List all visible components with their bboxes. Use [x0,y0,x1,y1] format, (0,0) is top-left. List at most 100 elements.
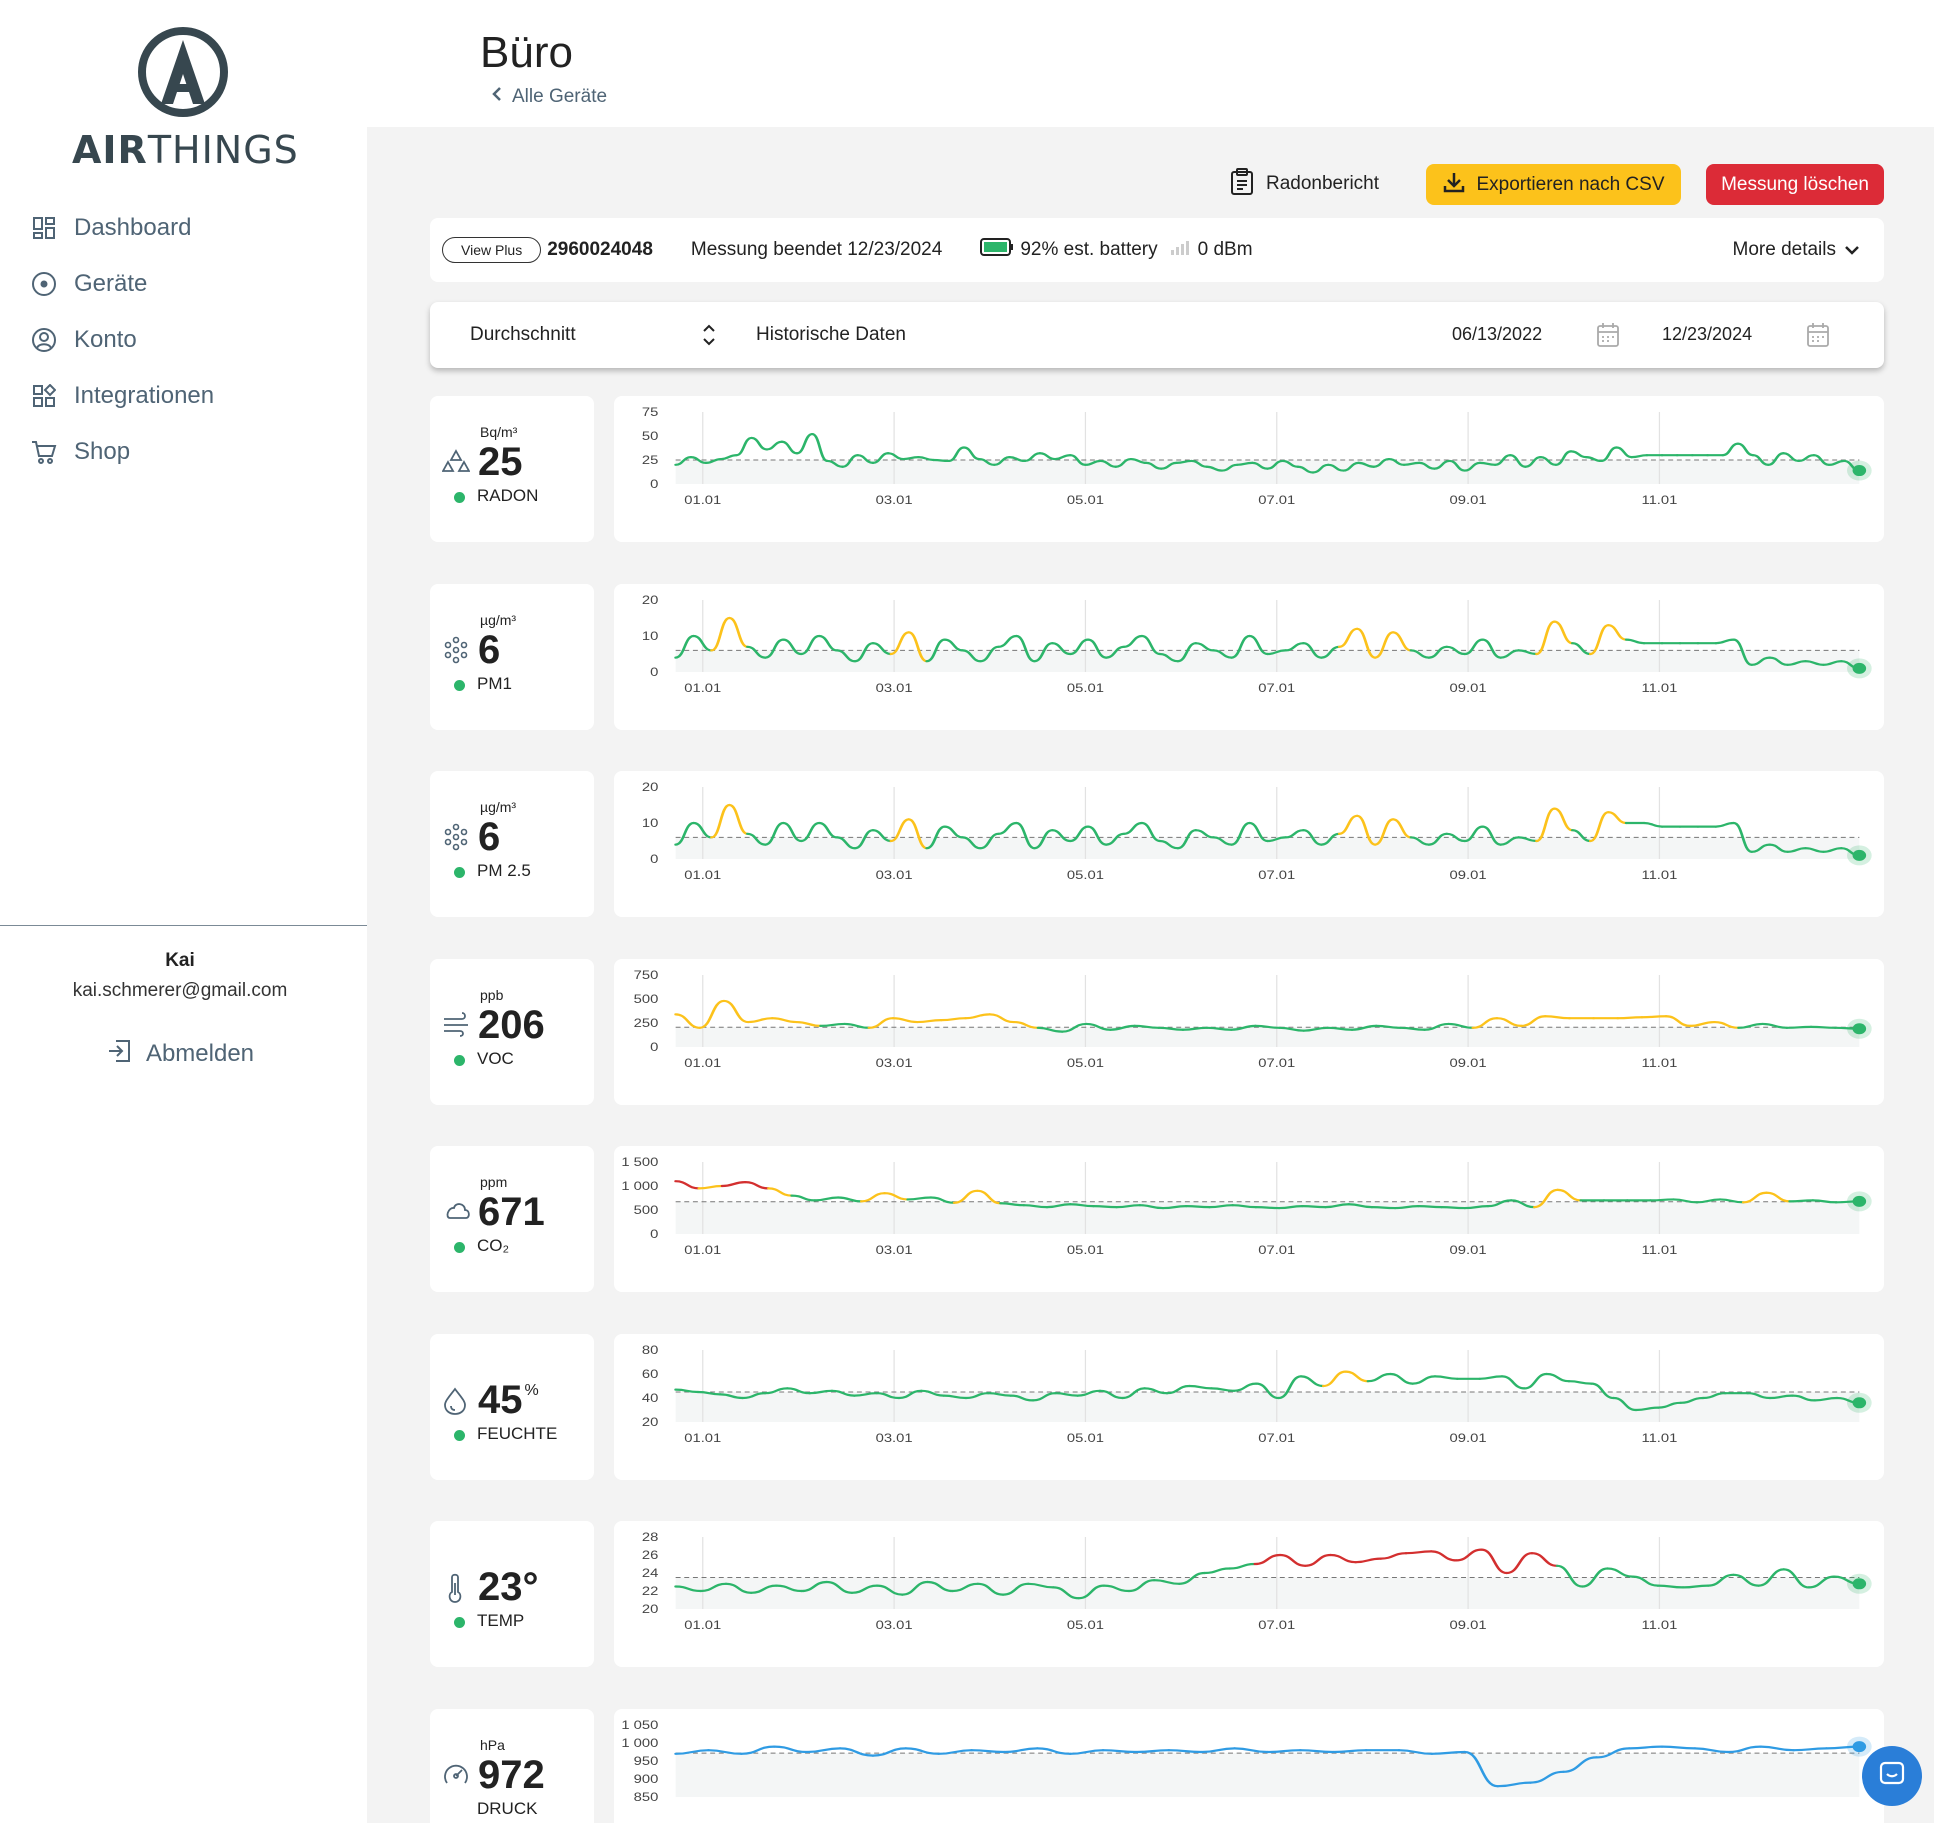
series-segment [1562,1756,1598,1773]
series-segment [1299,1375,1325,1388]
series-segment [1379,1552,1408,1560]
x-tick-label: 11.01 [1641,1618,1677,1631]
series-segment [1296,465,1315,474]
start-date-input[interactable]: 06/13/2022 [1452,324,1543,344]
download-icon [1443,171,1465,198]
sensor-chart[interactable]: 28 26 24 22 20 01.01 03.01 05.01 07.01 09.01 11.01 [614,1521,1884,1667]
calendar-icon[interactable] [1806,322,1830,353]
series-segment [1177,1571,1206,1585]
series-segment [1101,1749,1138,1754]
series-segment [1302,642,1323,659]
x-tick-label: 09.01 [1450,1431,1487,1444]
aggregation-select[interactable]: Durchschnitt [470,324,576,345]
last-point [1852,662,1867,674]
series-segment [1122,821,1144,835]
series-segment [780,440,799,455]
x-tick-label: 01.01 [684,681,721,694]
sensor-card[interactable]: 45% FEUCHTE [430,1334,594,1480]
sensor-card[interactable]: hPa 972 DRUCK [430,1709,594,1823]
series-segment [1210,1387,1236,1392]
series-segment [718,1393,745,1400]
airthings-logo[interactable]: AIRTHINGS [72,26,298,172]
series-segment [696,1390,722,1396]
nav-item-devices[interactable]: Geräte [30,256,214,312]
series-segment [1606,1567,1635,1578]
end-date-input[interactable]: 12/23/2024 [1662,324,1753,344]
series-segment [1649,1198,1676,1202]
sensor-chart[interactable]: 75 50 25 0 01.01 03.01 05.01 07.01 09.01 11.01 [614,396,1884,542]
back-link-label: Alle Geräte [512,86,608,107]
select-arrows-icon[interactable] [702,322,716,353]
series-segment [1203,1567,1232,1575]
sensor-card[interactable]: µg/m³ 6 PM 2.5 [430,771,594,917]
nav-item-dashboard[interactable]: Dashboard [30,200,214,256]
series-segment [775,1584,803,1593]
series-segment [817,634,839,652]
sensor-name: TEMP [477,1611,525,1630]
series-segment [1417,461,1436,470]
sensor-chart[interactable]: 20 10 0 01.01 03.01 05.01 07.01 09.01 11.01 [614,771,1884,917]
series-segment [997,634,1018,648]
series-segment [1797,454,1816,463]
radon-report-button[interactable]: Radonbericht [1230,164,1379,204]
series-segment [1790,1394,1817,1402]
nav-item-shop[interactable]: Shop [30,424,214,480]
series-segment [1104,832,1126,846]
series-segment [1176,829,1198,850]
series-segment [1529,1770,1565,1784]
series-segment [1158,839,1180,850]
sensor-chart[interactable]: 80 60 40 20 01.01 03.01 05.01 07.01 09.01 11.01 [614,1334,1884,1480]
series-segment [808,1389,834,1395]
nav-item-integrations[interactable]: Integrationen [30,368,214,424]
nav-item-account[interactable]: Konto [30,312,214,368]
series-segment [1102,1584,1131,1593]
series-segment [740,1745,776,1755]
series-segment [1086,825,1108,846]
logout-button[interactable]: Abmelden [106,1038,254,1069]
series-segment [1050,829,1072,843]
series-segment [1807,1575,1836,1589]
series-segment [915,1019,943,1024]
series-segment [1254,1382,1281,1400]
series-segment [1167,1749,1204,1754]
sensor-card[interactable]: Bq/m³ 25 RADON [430,396,594,542]
sensor-card[interactable]: ppb 206 VOC [430,959,594,1105]
data-mode-label[interactable]: Historische Daten [756,324,906,345]
sensor-chart[interactable]: 750 500 250 0 01.01 03.01 05.01 07.01 09.01 11.01 [614,959,1884,1105]
series-segment [1277,1205,1304,1210]
export-csv-button[interactable]: Exportieren nach CSV [1426,164,1681,205]
series-segment [722,999,750,1024]
series-segment [1009,1394,1035,1402]
sensor-card[interactable]: ppm 671 CO₂ [430,1146,594,1292]
series-segment [1630,454,1649,459]
sensor-card[interactable]: 23° TEMP [430,1521,594,1667]
series-segment [1140,634,1162,656]
line-chart: 20 10 0 01.01 03.01 05.01 07.01 09.01 11.01 [642,780,1872,882]
series-segment [772,1745,809,1754]
series-segment [1230,821,1251,846]
series-segment [1571,642,1592,656]
series-segment [1266,1749,1302,1754]
series-segment [1253,1553,1282,1566]
sensor-chart[interactable]: 1 050 1 000 950 900 850 [614,1709,1884,1823]
series-segment [904,1747,941,1755]
calendar-icon[interactable] [1596,322,1620,353]
series-segment [707,1749,743,1755]
x-tick-label: 03.01 [876,493,913,506]
sensor-chart[interactable]: 1 500 1 000 500 0 01.01 03.01 05.01 07.01 09.01 1… [614,1146,1884,1292]
series-segment [1031,1392,1057,1402]
series-segment [1035,1747,1072,1755]
more-details-toggle[interactable]: More details [1733,239,1861,261]
series-segment [1104,645,1126,659]
sensor-chart[interactable]: 20 10 0 01.01 03.01 05.01 07.01 09.01 11.01 [614,584,1884,730]
series-segment [1543,1015,1571,1020]
chat-support-button[interactable] [1862,1746,1922,1806]
status-dot [454,1430,465,1441]
sensor-card[interactable]: µg/m³ 6 PM1 [430,584,594,730]
series-segment [689,456,708,464]
delete-measurement-button[interactable]: Messung löschen [1706,164,1884,205]
back-link[interactable]: Alle Geräte [492,86,607,108]
chevron-left-icon [492,86,502,108]
series-segment [1589,1382,1616,1400]
series-segment [1052,1586,1080,1600]
